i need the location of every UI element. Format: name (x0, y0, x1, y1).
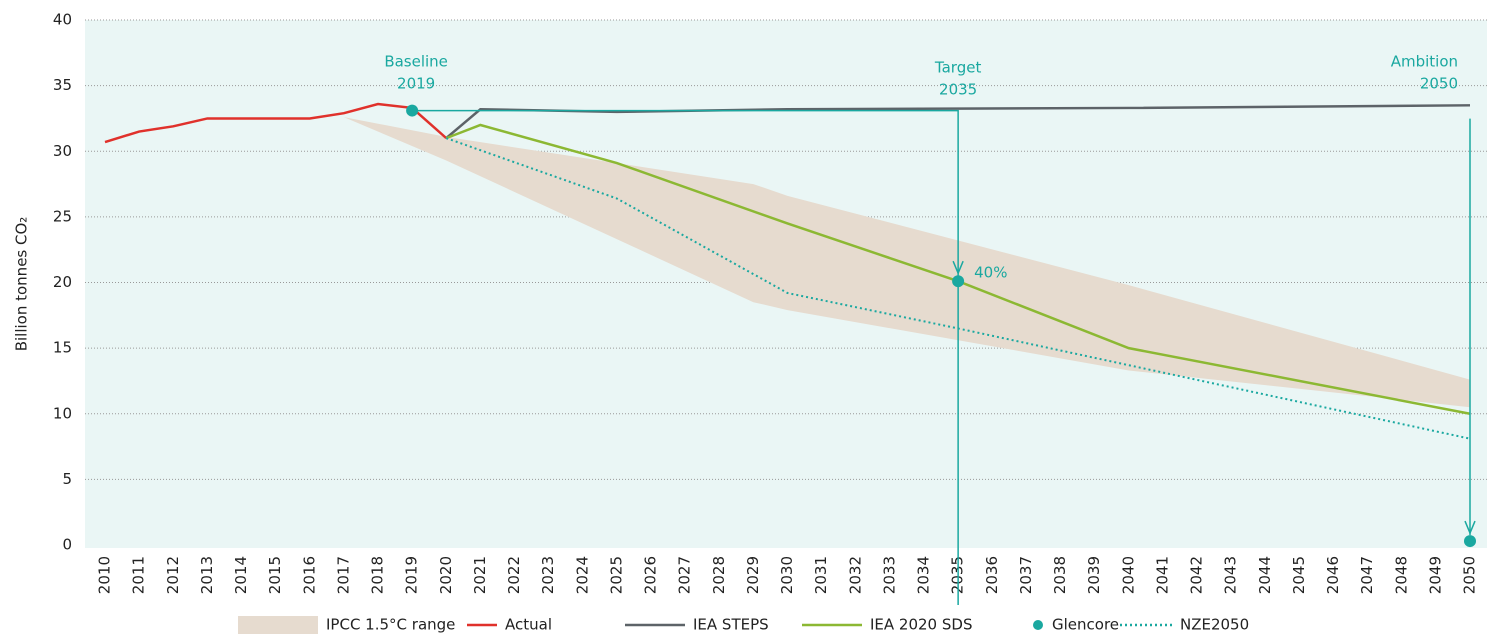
x-tick-label: 2018 (369, 556, 387, 594)
x-tick-label: 2042 (1188, 556, 1206, 594)
legend-label: IEA STEPS (693, 616, 769, 634)
arrow-head (1464, 520, 1476, 536)
x-tick-label: 2034 (915, 556, 933, 594)
legend-swatch (238, 616, 318, 634)
x-tick-label: 2037 (1017, 556, 1035, 594)
y-tick-label: 30 (53, 142, 72, 160)
data-label: 40% (974, 264, 1007, 282)
y-tick-label: 15 (53, 339, 72, 357)
point (1464, 535, 1476, 548)
x-tick-label: 2024 (573, 556, 591, 594)
x-tick-label: 2013 (198, 556, 216, 594)
x-tick-label: 2025 (607, 556, 625, 594)
x-tick-label: 2033 (880, 556, 898, 594)
y-tick-label: 20 (53, 273, 72, 291)
x-tick-label: 2044 (1256, 556, 1274, 594)
series-line (445, 123, 1471, 415)
x-tick-label: 2023 (539, 556, 557, 594)
y-axis-label: Billion tonnes CO₂ (13, 217, 31, 352)
point (406, 104, 419, 117)
x-tick-label: 2039 (1085, 556, 1103, 594)
y-tick-label: 40 (53, 11, 72, 29)
x-tick-label: 2032 (846, 556, 864, 594)
point (952, 275, 965, 288)
x-tick-label: 2019 (403, 556, 421, 594)
annotation: Baseline (384, 53, 448, 71)
x-tick-label: 2046 (1324, 556, 1342, 594)
legend-label: Actual (505, 616, 552, 634)
x-tick-label: 2014 (232, 556, 250, 594)
annotation: 2019 (397, 75, 435, 93)
x-tick-label: 2016 (300, 556, 318, 594)
arrow-head (952, 260, 964, 276)
legend-swatch (1033, 620, 1043, 630)
x-tick-label: 2021 (471, 556, 489, 594)
x-tick-label: 2036 (983, 556, 1001, 594)
x-tick-label: 2040 (1119, 556, 1137, 594)
annotation: 2035 (939, 81, 977, 99)
x-tick-label: 2020 (437, 556, 455, 594)
series-line (445, 137, 1471, 440)
series-line (104, 102, 448, 144)
x-tick-label: 2043 (1222, 556, 1240, 594)
x-tick-label: 2048 (1392, 556, 1410, 594)
x-tick-label: 2029 (744, 556, 762, 594)
legend-label: IPCC 1.5°C range (326, 616, 455, 634)
y-tick-label: 5 (62, 470, 72, 488)
x-tick-label: 2041 (1153, 556, 1171, 594)
x-tick-label: 2015 (266, 556, 284, 594)
x-tick-label: 2045 (1290, 556, 1308, 594)
x-tick-label: 2050 (1461, 556, 1479, 594)
x-tick-label: 2031 (812, 556, 830, 594)
range-band (343, 117, 1470, 408)
x-tick-label: 2012 (164, 556, 182, 594)
legend-label: NZE2050 (1180, 616, 1249, 634)
legend-label: Glencore (1052, 616, 1119, 634)
x-tick-label: 2022 (505, 556, 523, 594)
y-tick-label: 0 (62, 536, 72, 554)
x-tick-label: 2026 (642, 556, 660, 594)
annotation: 2050 (1420, 75, 1458, 93)
annotation: Target (934, 59, 982, 77)
guide-line (412, 109, 959, 605)
x-tick-label: 2047 (1358, 556, 1376, 594)
y-tick-label: 10 (53, 404, 72, 422)
x-tick-label: 2028 (710, 556, 728, 594)
y-tick-label: 25 (53, 207, 72, 225)
x-tick-label: 2010 (96, 556, 114, 594)
x-tick-label: 2049 (1426, 556, 1444, 594)
x-tick-label: 2017 (334, 556, 352, 594)
y-tick-label: 35 (53, 76, 72, 94)
x-tick-label: 2011 (130, 556, 148, 594)
annotation: Ambition (1391, 53, 1458, 71)
x-tick-label: 2027 (676, 556, 694, 594)
x-tick-label: 2038 (1051, 556, 1069, 594)
legend-label: IEA 2020 SDS (870, 616, 972, 634)
x-tick-label: 2030 (778, 556, 796, 594)
